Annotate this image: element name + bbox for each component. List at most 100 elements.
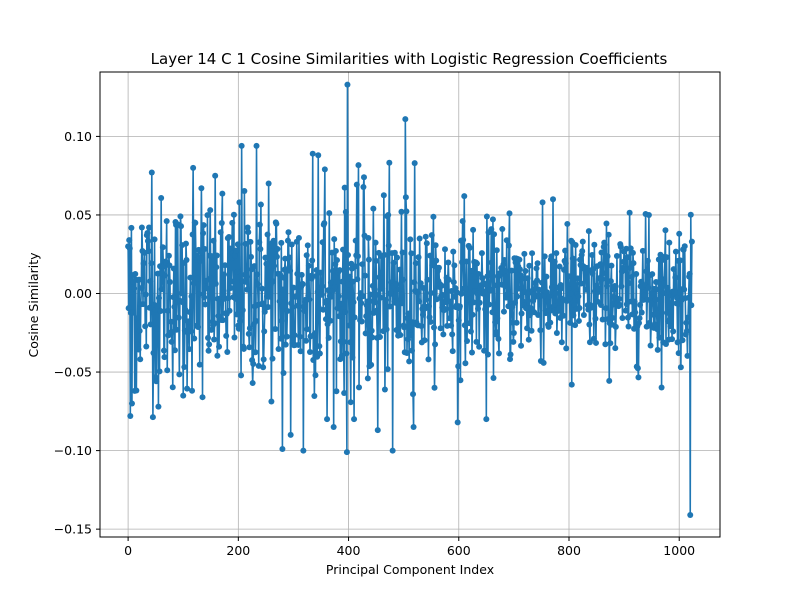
data-point <box>313 272 320 279</box>
data-point <box>249 380 256 387</box>
data-point <box>158 286 165 293</box>
data-point <box>252 349 259 356</box>
data-point <box>200 230 207 237</box>
data-point <box>387 289 394 296</box>
data-point <box>145 248 152 255</box>
data-point <box>458 290 465 297</box>
data-point <box>199 394 206 401</box>
data-point <box>367 291 374 298</box>
data-point <box>336 267 343 274</box>
data-point <box>192 252 199 259</box>
data-point <box>205 334 212 341</box>
data-point <box>411 279 418 286</box>
data-point <box>481 347 488 354</box>
data-point <box>651 321 658 328</box>
data-point <box>503 237 510 244</box>
data-point <box>186 346 193 353</box>
data-point <box>338 300 345 307</box>
data-point <box>629 249 636 256</box>
y-tick-label: 0.00 <box>64 286 92 301</box>
data-point <box>688 238 695 245</box>
data-point <box>421 337 428 344</box>
data-point <box>365 234 372 241</box>
data-point <box>527 305 534 312</box>
data-point <box>679 337 686 344</box>
data-point <box>171 347 178 354</box>
data-point <box>217 229 224 236</box>
data-point <box>556 263 563 270</box>
data-point <box>297 348 304 355</box>
data-point <box>405 310 412 317</box>
data-point <box>591 241 598 248</box>
data-point <box>674 339 681 346</box>
data-point <box>278 317 285 324</box>
data-point <box>154 302 161 309</box>
data-point <box>342 308 349 315</box>
data-point <box>440 331 447 338</box>
data-point <box>580 312 587 319</box>
data-point <box>663 254 670 261</box>
data-point <box>133 387 140 394</box>
data-point <box>649 271 656 278</box>
data-point <box>127 413 134 420</box>
data-point <box>570 256 577 263</box>
data-point <box>191 335 198 342</box>
data-point <box>202 301 209 308</box>
data-point <box>684 352 691 359</box>
data-point <box>516 266 523 273</box>
data-point <box>386 159 393 166</box>
data-point <box>135 346 142 353</box>
data-point <box>445 276 452 283</box>
data-point <box>632 309 639 316</box>
data-point <box>321 166 328 173</box>
data-point <box>489 216 496 223</box>
data-point <box>397 282 404 289</box>
data-point <box>306 348 313 355</box>
data-point <box>446 315 453 322</box>
y-tick-label: 0.10 <box>64 129 92 144</box>
data-point <box>220 287 227 294</box>
data-point <box>341 184 348 191</box>
data-point <box>213 264 220 271</box>
data-point <box>250 360 257 367</box>
data-point <box>597 261 604 268</box>
data-point <box>599 316 606 323</box>
data-point <box>349 278 356 285</box>
data-point <box>178 290 185 297</box>
data-point <box>295 234 302 241</box>
data-point <box>418 323 425 330</box>
data-point <box>482 306 489 313</box>
data-point <box>256 221 263 228</box>
data-point <box>228 278 235 285</box>
data-point <box>259 285 266 292</box>
data-point <box>256 239 263 246</box>
data-point <box>287 267 294 274</box>
data-point <box>489 309 496 316</box>
data-point <box>553 329 560 336</box>
chart-title: Layer 14 C 1 Cosine Similarities with Lo… <box>151 50 668 68</box>
data-point <box>514 293 521 300</box>
data-point <box>385 242 392 249</box>
data-point <box>488 259 495 266</box>
data-point <box>188 293 195 300</box>
data-point <box>368 361 375 368</box>
data-point <box>469 311 476 318</box>
data-point <box>533 265 540 272</box>
data-point <box>238 142 245 149</box>
data-point <box>312 372 319 379</box>
data-point <box>171 303 178 310</box>
data-point <box>411 160 418 167</box>
data-point <box>284 237 291 244</box>
data-point <box>328 293 335 300</box>
data-point <box>446 298 453 305</box>
data-point <box>216 343 223 350</box>
data-point <box>415 254 422 261</box>
data-point <box>630 260 637 267</box>
data-point <box>343 350 350 357</box>
data-point <box>243 273 250 280</box>
data-point <box>381 251 388 258</box>
data-point <box>132 271 139 277</box>
data-point <box>484 351 491 358</box>
data-point <box>160 347 167 354</box>
data-point <box>248 253 254 260</box>
